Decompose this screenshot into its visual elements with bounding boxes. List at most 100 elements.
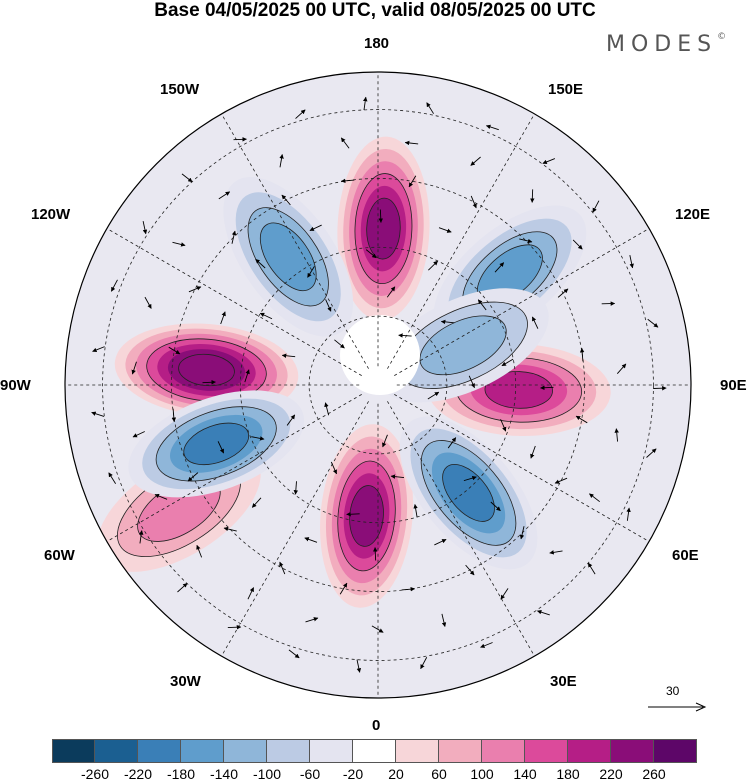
wind-arrow [154, 493, 168, 500]
lon-label-30e: 30E [550, 673, 577, 690]
colorbar-tick-label: -140 [209, 766, 239, 782]
wind-arrow [324, 402, 330, 416]
wind-arrow [427, 391, 440, 400]
colorbar-swatch [654, 739, 697, 763]
wind-arrow [408, 175, 417, 188]
wind-arrow [247, 587, 255, 600]
lon-label-120w: 120W [31, 206, 71, 223]
wind-arrow [288, 649, 300, 659]
wind-arrow [614, 428, 619, 442]
wind-arrow [434, 538, 447, 546]
wind-arrow [259, 312, 273, 320]
wind-arrow [531, 316, 539, 329]
wind-reference-label: 30 [666, 684, 680, 698]
colorbar-tick-label: -180 [166, 766, 196, 782]
wind-arrow [646, 448, 657, 458]
wind-arrow [542, 158, 556, 165]
colorbar-swatch [138, 739, 181, 763]
wind-arrow [295, 109, 306, 119]
negative-anomaly [128, 390, 305, 498]
wind-arrow [110, 279, 118, 292]
wind-arrow [572, 239, 583, 250]
wind-arrow [188, 286, 202, 293]
wind-arrow [339, 582, 348, 595]
wind-arrow [138, 530, 144, 544]
colorbar-tick-label: 220 [599, 766, 623, 782]
wind-arrow [519, 238, 533, 244]
lon-label-180: 180 [364, 35, 390, 52]
colorbar-tick-label: -260 [80, 766, 110, 782]
wind-arrow [485, 124, 499, 131]
wind-arrow [372, 547, 378, 561]
colorbar-swatch [95, 739, 138, 763]
wind-arrow [108, 472, 117, 485]
wind-arrow [401, 586, 416, 592]
wind-arrow [363, 96, 368, 111]
wind-arrow [279, 561, 286, 575]
wind-arrow [441, 613, 447, 627]
colorbar-swatch [224, 739, 267, 763]
wind-arrow [218, 191, 231, 200]
wind-arrow [592, 200, 600, 213]
wind-reference-arrow [648, 702, 707, 712]
wind-arrow [293, 481, 299, 495]
colorbar-tick-label: 100 [470, 766, 494, 782]
wind-arrow [356, 659, 362, 673]
colorbar-tick-label: -100 [252, 766, 282, 782]
wind-arrow [307, 266, 315, 278]
negative-anomaly [223, 176, 354, 337]
lon-label-90e: 90E [720, 377, 747, 394]
wind-arrow [549, 550, 563, 555]
wind-arrow [309, 224, 322, 232]
colorbar-swatch [396, 739, 439, 763]
wind-arrow [220, 311, 226, 325]
wind-arrow [340, 178, 355, 184]
wind-arrow [540, 385, 554, 391]
colorbar-swatch [267, 739, 310, 763]
graticule [65, 72, 691, 698]
wind-arrow [589, 493, 600, 503]
wind-arrow [536, 610, 550, 616]
wind-arrow [142, 221, 148, 235]
wind-arrow [330, 461, 337, 475]
colorbar-swatch [482, 739, 525, 763]
lon-label-120e: 120E [675, 206, 711, 223]
wind-arrow [202, 379, 216, 385]
colorbar-tick-label: -220 [123, 766, 153, 782]
wind-arrow [557, 288, 569, 298]
negative-anomaly [377, 288, 549, 403]
colorbar [52, 739, 697, 763]
wind-arrow [217, 441, 225, 454]
wind-arrow [587, 562, 596, 575]
lon-label-150w: 150W [160, 81, 200, 98]
wind-arrow [279, 154, 284, 168]
modes-logo-text: MODES [606, 32, 718, 57]
wind-arrow [168, 346, 181, 355]
wind-arrow [530, 189, 535, 203]
wind-arrow [554, 477, 568, 484]
colorbar-swatch [353, 739, 396, 763]
wind-arrow [172, 241, 186, 247]
wind-arrow [404, 140, 419, 146]
wind-arrow [398, 333, 412, 338]
colorbar-swatch [310, 739, 353, 763]
wind-arrow [629, 255, 634, 269]
wind-arrow [626, 507, 631, 521]
anomaly-field [97, 136, 611, 608]
wind-arrow [420, 657, 428, 670]
wind-arrow [500, 588, 509, 600]
wind-arrow [500, 419, 507, 432]
wind-arrow [428, 260, 438, 271]
wind-arrow [132, 431, 145, 438]
colorbar-swatch [439, 739, 482, 763]
wind-arrow [251, 436, 265, 441]
modes-logo: MODES© [606, 32, 726, 57]
map-border [64, 71, 692, 699]
wind-arrow [390, 474, 405, 479]
colorbar-swatch [181, 739, 224, 763]
wind-arrow [494, 262, 505, 273]
wind-arrow [255, 258, 266, 269]
wind-arrow [365, 249, 377, 259]
wind-arrow [131, 361, 137, 375]
